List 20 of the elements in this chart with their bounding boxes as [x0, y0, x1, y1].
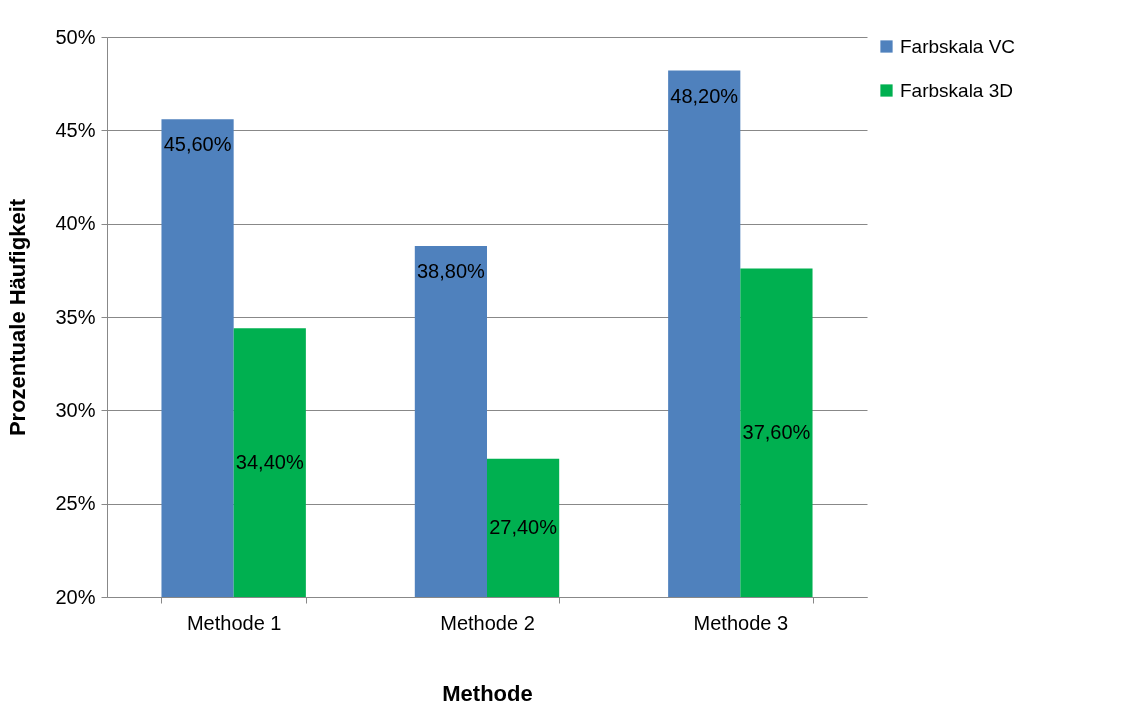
data-label: 37,60% [742, 420, 811, 443]
y-tick-label: 40% [55, 212, 96, 235]
x-tick-label: Methode 1 [186, 611, 282, 634]
legend-label: Farbskala VC [900, 35, 1016, 57]
legend-label: Farbskala 3D [900, 79, 1013, 101]
data-label: 34,40% [235, 450, 304, 473]
data-label: 45,60% [163, 133, 232, 156]
y-tick-label: 20% [55, 585, 96, 608]
y-tick-label: 35% [55, 305, 96, 328]
y-tick-label: 25% [55, 492, 96, 515]
y-tick-label: 45% [55, 118, 96, 141]
x-axis-title: Methode [442, 680, 533, 706]
y-tick-label: 50% [55, 25, 96, 48]
x-tick-label: Methode 2 [440, 611, 535, 634]
y-tick-label: 30% [55, 398, 96, 421]
x-tick-label: Methode 3 [693, 611, 789, 634]
data-label: 48,20% [670, 84, 739, 107]
y-axis-title: Prozentuale Häufigkeit [5, 198, 31, 437]
data-label: 27,40% [489, 515, 558, 538]
data-label: 38,80% [416, 260, 486, 283]
